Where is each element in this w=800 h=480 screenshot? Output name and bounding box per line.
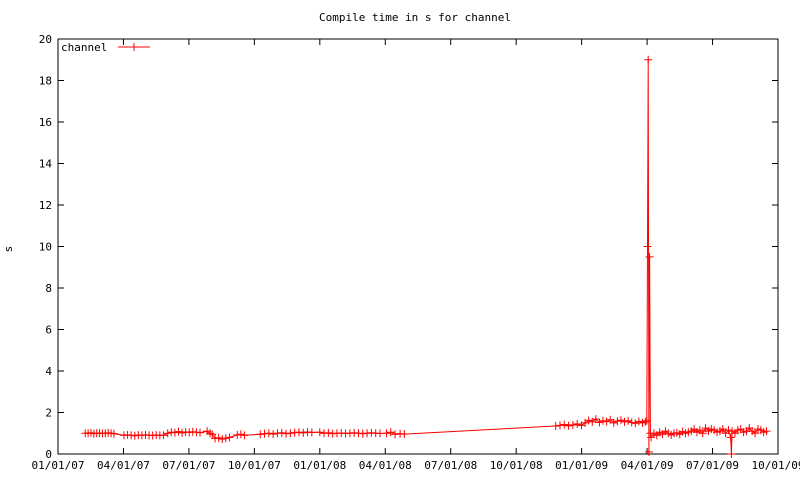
data-point: [624, 416, 633, 425]
data-point: [233, 430, 242, 439]
data-point: [159, 431, 168, 440]
data-point: [286, 429, 295, 438]
data-point: [627, 418, 636, 427]
data-point: [185, 428, 194, 437]
data-point: [762, 427, 771, 436]
data-point: [307, 428, 316, 437]
data-point: [613, 417, 622, 426]
x-tick-label: 07/01/08: [424, 459, 477, 472]
data-point: [256, 430, 265, 439]
series-line: [85, 59, 767, 455]
x-tick-label: 10/01/07: [228, 459, 281, 472]
data-point: [560, 420, 569, 429]
legend-label: channel: [61, 41, 107, 54]
data-point: [299, 428, 308, 437]
x-tick-label: 01/01/09: [555, 459, 608, 472]
data-point: [218, 435, 227, 444]
data-point: [382, 429, 391, 438]
data-point: [645, 252, 654, 261]
y-tick-label: 14: [39, 158, 53, 171]
x-tick-label: 10/01/08: [490, 459, 543, 472]
data-point: [225, 433, 234, 442]
data-point: [718, 425, 727, 434]
data-point: [211, 434, 220, 443]
data-point: [277, 428, 286, 437]
data-point: [174, 427, 183, 436]
y-tick-label: 20: [39, 33, 52, 46]
data-point: [591, 415, 600, 424]
y-tick-label: 6: [45, 324, 52, 337]
chart-title: Compile time in s for channel: [319, 11, 511, 24]
data-point: [751, 429, 760, 438]
y-axis-label: s: [2, 246, 15, 253]
y-tick-label: 12: [39, 199, 52, 212]
data-point: [599, 416, 608, 425]
y-tick-label: 0: [45, 448, 52, 461]
data-point: [642, 416, 651, 425]
data-point: [269, 430, 278, 439]
data-point: [221, 434, 230, 443]
data-point: [620, 417, 629, 426]
data-point: [595, 418, 604, 427]
data-point: [643, 242, 652, 251]
data-point: [170, 428, 179, 437]
data-point: [564, 421, 573, 430]
data-point: [726, 433, 735, 442]
data-point: [644, 447, 653, 456]
data-point: [240, 431, 249, 440]
data-point: [214, 433, 223, 442]
data-point: [195, 428, 204, 437]
data-point: [391, 430, 400, 439]
data-point: [573, 419, 582, 428]
data-point: [631, 419, 640, 428]
x-tick-label: 04/01/07: [97, 459, 150, 472]
x-tick-label: 01/01/08: [293, 459, 346, 472]
axes: 0 2 4 6 8 10 12 14 16 18 20 01/01/07 04/01/07 07/01/0…: [32, 33, 800, 472]
data-point: [724, 426, 733, 435]
data-point: [609, 418, 618, 427]
data-point: [584, 416, 593, 425]
data-point: [264, 429, 273, 438]
data-point: [568, 420, 577, 429]
data-point: [641, 417, 650, 426]
data-point: [315, 428, 324, 437]
x-tick-label: 01/01/07: [32, 459, 85, 472]
y-tick-label: 2: [45, 407, 52, 420]
y-tick-label: 8: [45, 282, 52, 295]
data-point: [602, 417, 611, 426]
data-point: [727, 450, 736, 458]
data-point: [400, 430, 409, 439]
data-point: [163, 429, 172, 438]
y-tick-label: 10: [39, 241, 52, 254]
data-point: [206, 429, 215, 438]
data-point: [236, 430, 245, 439]
data-point: [551, 421, 560, 430]
y-tick-label: 18: [39, 75, 52, 88]
data-point: [555, 421, 564, 430]
data-point: [616, 416, 625, 425]
data-point: [647, 433, 656, 442]
data-point: [294, 428, 303, 437]
data-point: [178, 428, 187, 437]
x-tick-label: 07/01/09: [686, 459, 739, 472]
data-point: [324, 428, 333, 437]
y-tick-label: 16: [39, 116, 52, 129]
data-point: [386, 428, 395, 437]
x-tick-label: 10/01/09: [752, 459, 800, 472]
data-point: [644, 55, 653, 64]
x-tick-label: 04/01/09: [621, 459, 674, 472]
legend: channel: [61, 41, 150, 54]
data-point: [698, 429, 707, 438]
plot-frame: [57, 38, 779, 455]
data-point: [130, 431, 139, 440]
x-tick-label: 07/01/07: [162, 459, 215, 472]
data-point: [109, 429, 118, 438]
series-group: [81, 55, 771, 458]
x-tick-label: 04/01/08: [359, 459, 412, 472]
y-tick-label: 4: [45, 365, 52, 378]
data-point: [208, 430, 217, 439]
